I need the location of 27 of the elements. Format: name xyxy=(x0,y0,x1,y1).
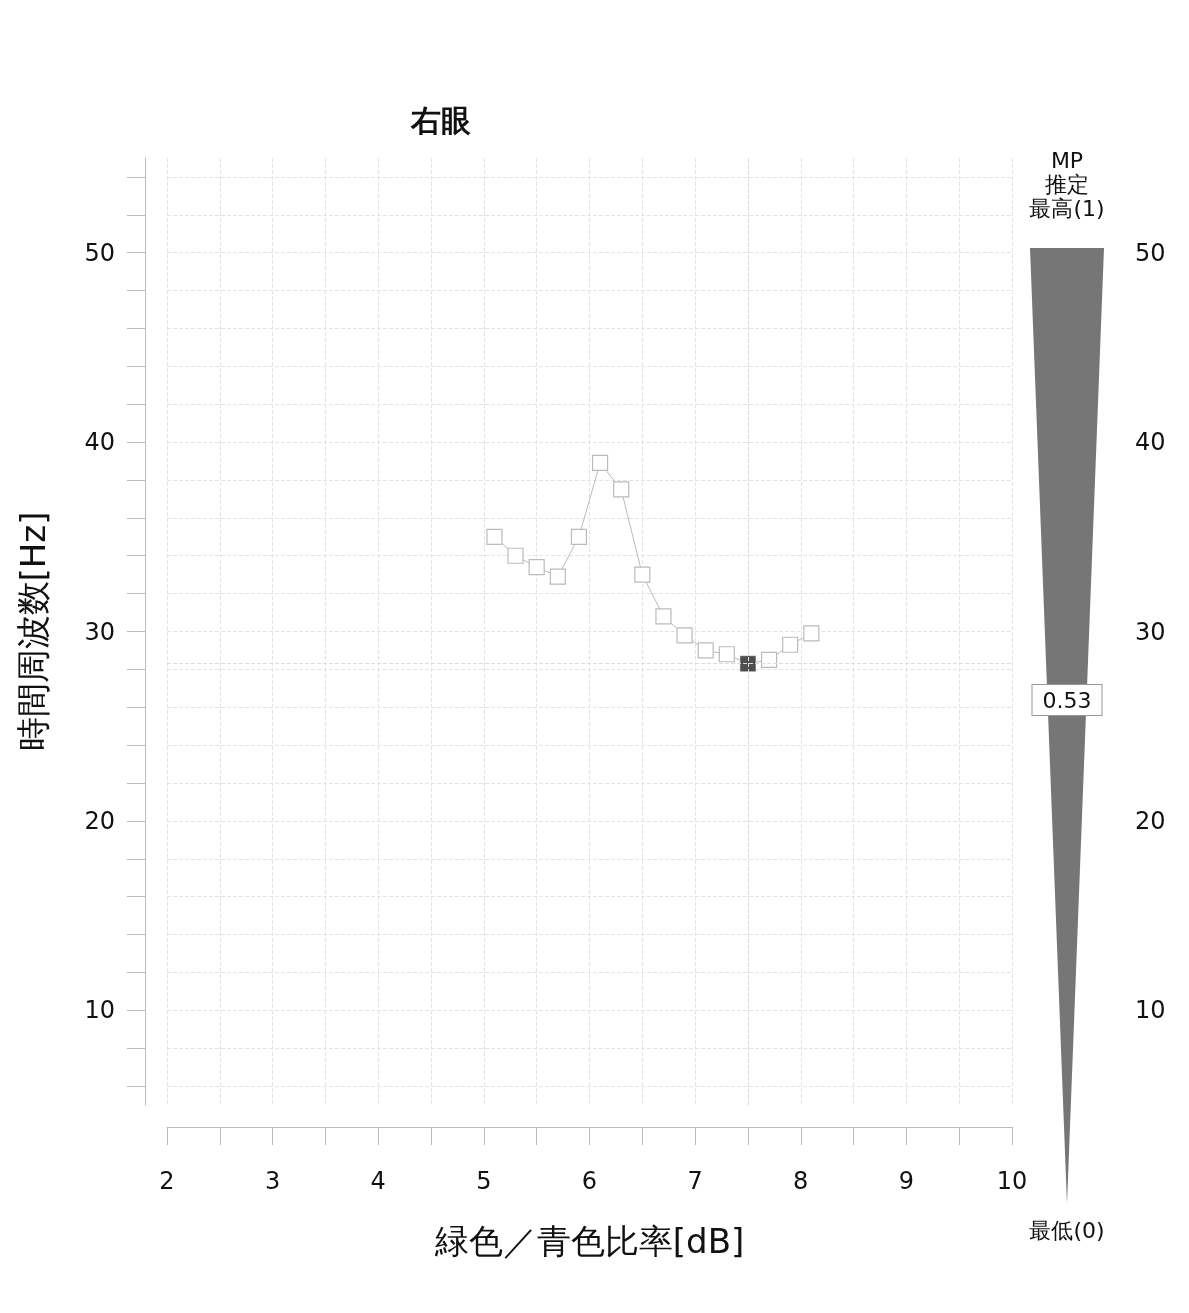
y2-tick-label: 40 xyxy=(1135,428,1166,457)
x-tick-label: 2 xyxy=(159,1167,175,1195)
x-tick-label: 5 xyxy=(476,1167,492,1195)
x-tick-label: 6 xyxy=(581,1167,598,1195)
x-tick-label: 3 xyxy=(264,1167,281,1195)
x-tick-label: 7 xyxy=(687,1167,703,1195)
y-axis-title: 時間周波数[Hz] xyxy=(13,511,53,752)
text: 0.53 xyxy=(1042,687,1092,713)
y2-tick-label: 10 xyxy=(1135,996,1166,1025)
x-axis-title: 緑色／青色比率[dB] xyxy=(433,1221,745,1261)
y-tick-label: 40 xyxy=(84,428,115,457)
y-tick-label: 20 xyxy=(84,806,115,835)
text: MP xyxy=(1050,147,1084,173)
chart-title: 右眼 xyxy=(410,102,471,138)
y-tick-label: 30 xyxy=(84,617,115,646)
y2-tick-label: 50 xyxy=(1135,238,1166,267)
text: 最低(0) xyxy=(1029,1217,1105,1243)
y2-tick-label: 30 xyxy=(1135,617,1166,646)
y2-tick-label: 20 xyxy=(1135,806,1166,835)
text: 最高(1) xyxy=(1029,195,1105,221)
y-tick-label: 50 xyxy=(84,238,115,267)
y-tick-label: 10 xyxy=(84,996,115,1025)
text: 推定 xyxy=(1045,171,1089,197)
x-tick-label: 8 xyxy=(793,1167,809,1195)
x-tick-label: 4 xyxy=(370,1167,386,1195)
x-tick-label: 10 xyxy=(996,1167,1028,1195)
x-tick-label: 9 xyxy=(898,1167,915,1195)
